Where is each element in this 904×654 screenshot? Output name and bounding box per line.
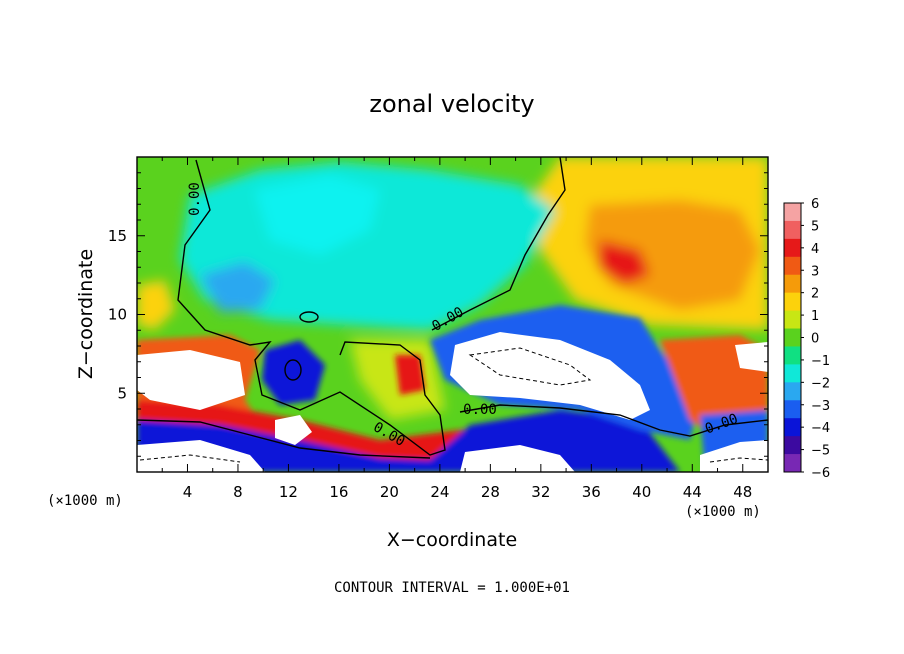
- region-blue-vortex: [262, 340, 325, 405]
- x-unit-right: (×1000 m): [685, 504, 761, 520]
- colorbar-swatch: [784, 256, 801, 276]
- contour-small-loop: [299, 311, 319, 323]
- colorbar-tick-labels: 6 5 4 3 2 1 0 −1 −2 −3 −4 −5 −6: [801, 197, 830, 481]
- colorbar-swatch: [784, 400, 801, 419]
- dashed-bottom-left: [139, 454, 241, 463]
- region-cyan-bright: [255, 175, 380, 255]
- colorbar-swatch: [784, 418, 801, 437]
- colorbar-tick-label: −6: [811, 466, 830, 481]
- y-axis-label: Z−coordinate: [75, 249, 97, 379]
- colorbar-swatch: [784, 310, 801, 330]
- y-tick-label: 5: [117, 384, 127, 402]
- x-axis-ticks: 4 8 12 16 20 24 28 32 36 40 44 48: [161, 157, 752, 501]
- colorbar-tick-label: 1: [811, 309, 819, 324]
- contour-zero-upper: [177, 159, 446, 456]
- x-axis-label: X−coordinate: [387, 529, 517, 551]
- contour-label-1: 0.00: [187, 182, 203, 216]
- region-left-warm: [137, 280, 175, 330]
- x-tick-label: 20: [380, 483, 399, 501]
- contour-zero-ridge: [431, 157, 566, 331]
- contour-label-3: 0.00: [463, 402, 497, 418]
- colorbar-tick-label: 4: [811, 242, 819, 257]
- colorbar-tick-label: 3: [811, 264, 819, 279]
- colorbar-swatch: [784, 436, 801, 455]
- x-tick-label: 24: [430, 483, 449, 501]
- colorbar-tick-label: −4: [811, 421, 830, 436]
- colorbar-swatch: [784, 238, 801, 258]
- mask-bottom-center: [460, 445, 575, 472]
- y-tick-label: 15: [108, 227, 127, 245]
- contour-zero-bottom: [137, 419, 431, 459]
- colorbar-swatch: [784, 220, 801, 240]
- mask-left-1: [137, 350, 245, 410]
- colorbar-swatch: [784, 203, 801, 222]
- x-tick-label: 8: [233, 483, 243, 501]
- chart-title: zonal velocity: [369, 90, 534, 118]
- dashed-contours: [139, 347, 768, 463]
- dashed-bottom-right: [709, 457, 768, 463]
- contour-lines: [137, 157, 768, 459]
- colorbar-tick-label: −5: [811, 444, 830, 459]
- contour-interval-footer: CONTOUR INTERVAL = 1.000E+01: [334, 580, 570, 596]
- x-tick-label: 40: [632, 483, 651, 501]
- colorbar-tick-label: 0: [811, 332, 819, 347]
- contour-zero-lower: [459, 404, 768, 437]
- colorbar-tick-label: 5: [811, 219, 819, 234]
- mask-small: [275, 415, 312, 445]
- x-tick-label: 32: [531, 483, 550, 501]
- x-tick-label: 36: [582, 483, 601, 501]
- contour-vortex: [284, 359, 302, 381]
- colorbar-swatch: [784, 382, 801, 401]
- x-tick-label: 28: [481, 483, 500, 501]
- masked-terrain: [137, 332, 768, 472]
- x-tick-label: 48: [733, 483, 752, 501]
- colorbar-tick-label: −3: [811, 399, 830, 414]
- mask-right: [735, 342, 768, 372]
- colorbar-swatch: [784, 292, 801, 312]
- mask-center-right: [450, 332, 650, 420]
- x-unit-left: (×1000 m): [47, 493, 123, 509]
- y-tick-label: 10: [108, 306, 127, 324]
- colorbar: [783, 202, 802, 473]
- plot-area: 0.00 0.00 0.00 0.00 0.00: [137, 157, 768, 472]
- x-tick-label: 12: [279, 483, 298, 501]
- colorbar-swatch: [784, 454, 801, 473]
- colorbar-tick-label: −1: [811, 354, 830, 369]
- mask-bottom-right: [700, 440, 768, 472]
- x-tick-label: 16: [329, 483, 348, 501]
- colorbar-tick-label: 6: [811, 197, 819, 212]
- region-blue-patch: [200, 262, 275, 312]
- y-axis-ticks: 5 10 15: [108, 172, 768, 457]
- dashed-center: [468, 347, 592, 386]
- colorbar-tick-label: 2: [811, 287, 819, 302]
- colorbar-swatch: [784, 328, 801, 347]
- colorbar-swatch: [784, 274, 801, 294]
- x-tick-label: 44: [683, 483, 702, 501]
- colorbar-tick-label: −2: [811, 376, 830, 391]
- region-red-small: [395, 355, 425, 395]
- colorbar-swatch: [784, 346, 801, 365]
- x-tick-label: 4: [183, 483, 193, 501]
- region-mid-green: [350, 340, 445, 420]
- region-right-core: [598, 240, 650, 285]
- colorbar-swatch: [784, 364, 801, 383]
- mask-left-2: [137, 440, 265, 472]
